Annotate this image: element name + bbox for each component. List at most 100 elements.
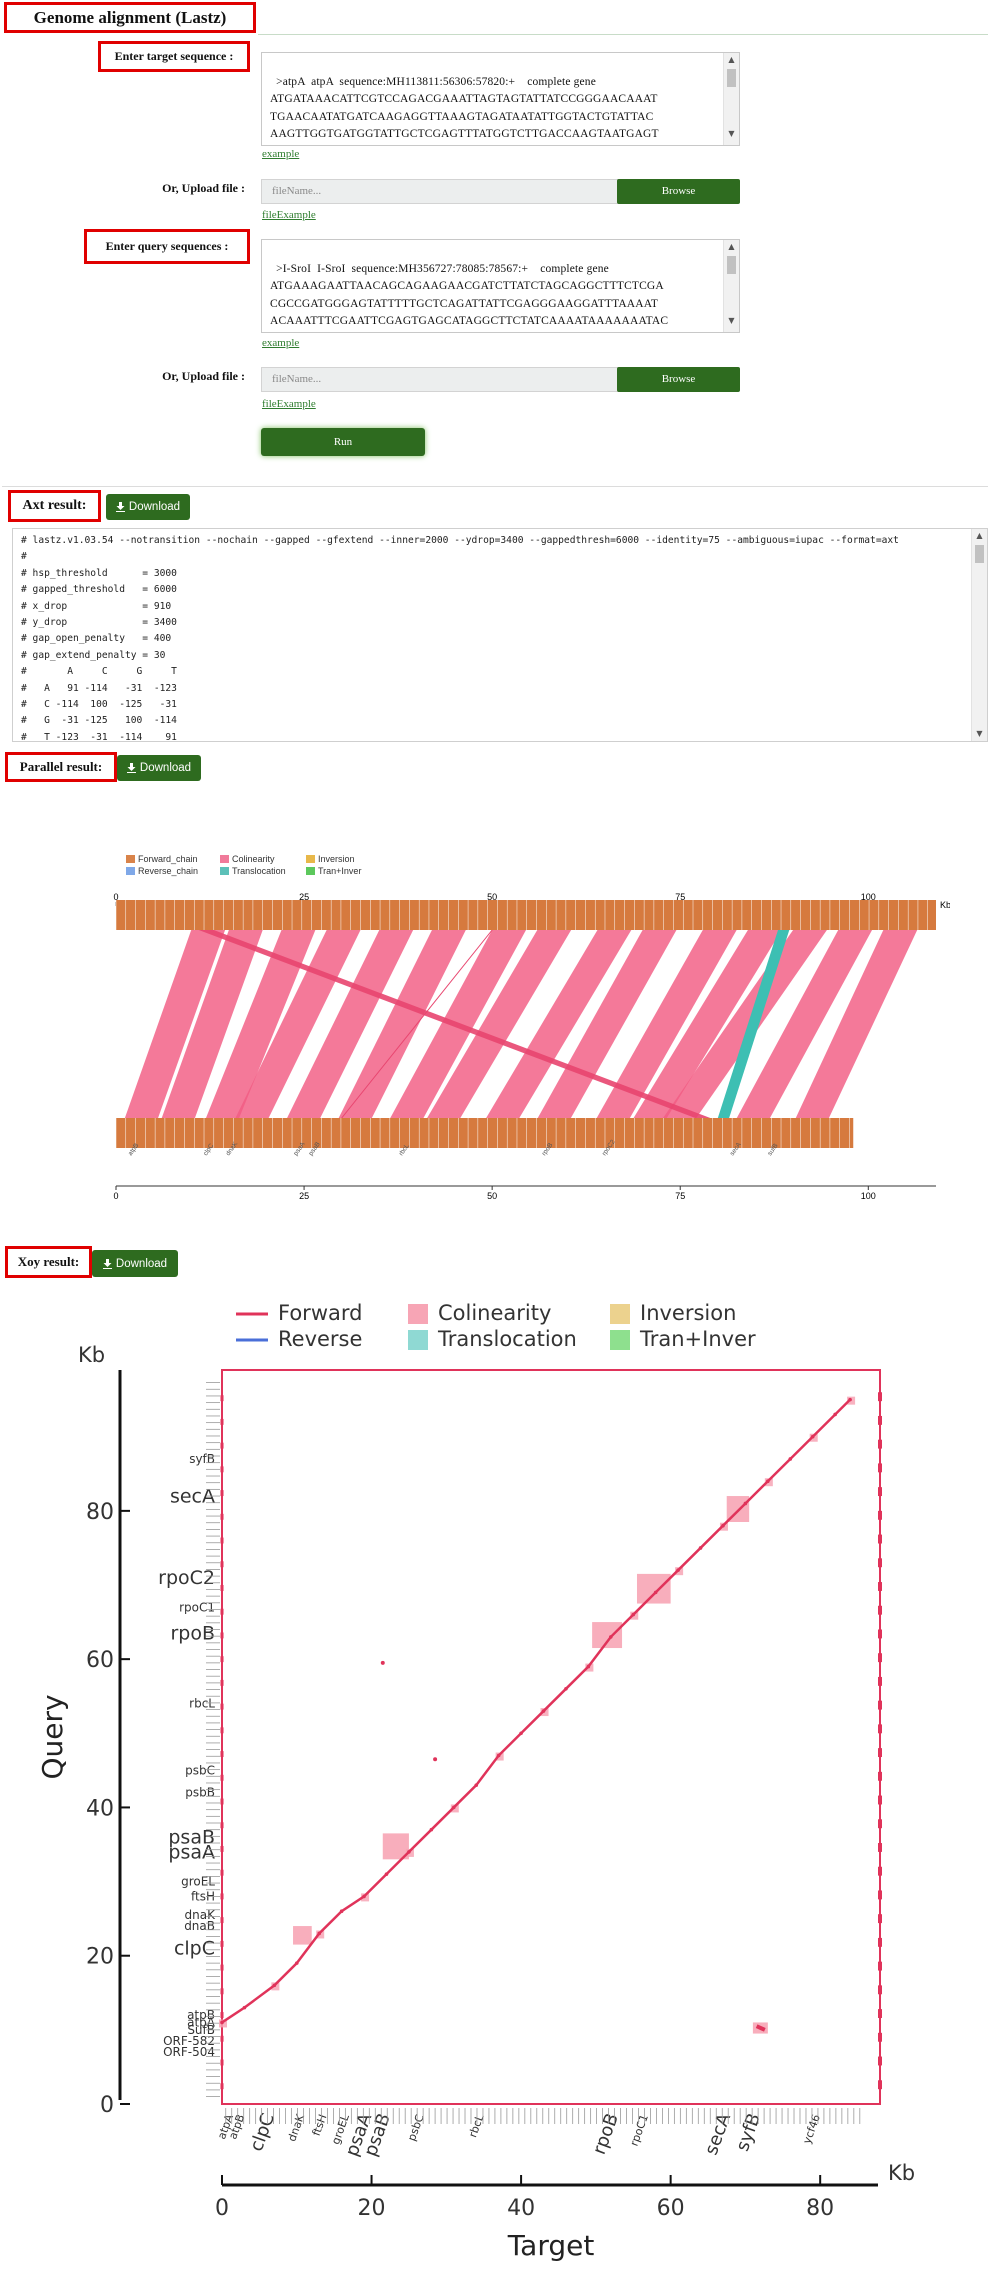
scroll-thumb[interactable] bbox=[727, 256, 736, 274]
y-gene-label: psbC bbox=[185, 1763, 215, 1777]
download-icon bbox=[102, 1258, 112, 1269]
stray-point bbox=[380, 1660, 385, 1665]
colinearity-ribbon bbox=[486, 930, 632, 1118]
y-gene-label: ftsH bbox=[191, 1889, 215, 1903]
colinearity-ribbon bbox=[287, 930, 414, 1118]
y-gene-label: secA bbox=[170, 1485, 215, 1507]
axt-download-button[interactable]: Download bbox=[106, 494, 190, 520]
tick-label: 0 bbox=[113, 892, 118, 902]
colinearity-ribbon bbox=[633, 930, 782, 1118]
tick-label: 25 bbox=[299, 1191, 309, 1200]
legend-label: Reverse_chain bbox=[138, 866, 198, 876]
y-gene-label: rpoB bbox=[170, 1623, 215, 1645]
download-label: Download bbox=[128, 501, 181, 513]
forward-point bbox=[429, 1827, 434, 1832]
forward-point bbox=[339, 1909, 344, 1914]
axt-result-label: Axt result: bbox=[8, 490, 101, 522]
stray-point bbox=[433, 1757, 438, 1762]
xoy-download-button[interactable]: Download bbox=[92, 1250, 178, 1277]
target-textarea-scrollbar[interactable]: ▲ ▼ bbox=[723, 53, 739, 145]
page-title: Genome alignment (Lastz) bbox=[4, 2, 256, 33]
forward-point bbox=[272, 1983, 277, 1988]
scroll-up-arrow-icon[interactable]: ▲ bbox=[728, 242, 735, 251]
legend-swatch bbox=[126, 855, 135, 863]
forward-point bbox=[766, 1479, 770, 1484]
forward-point bbox=[564, 1687, 568, 1691]
y-tick-label: 20 bbox=[86, 1945, 114, 1970]
scroll-up-arrow-icon[interactable]: ▲ bbox=[728, 55, 735, 64]
target-file-input[interactable]: fileName... bbox=[261, 179, 619, 204]
scroll-up-arrow-icon[interactable]: ▲ bbox=[976, 531, 983, 540]
forward-point bbox=[242, 2005, 247, 2010]
xoy-dotplot-chart: Forward Colinearity Inversion Reverse Transl… bbox=[36, 1301, 915, 2262]
axt-line: # x_drop = 910 bbox=[21, 600, 172, 612]
colinearity-ribbon bbox=[205, 930, 316, 1118]
axt-output-box[interactable]: # lastz.v1.03.54 --notransition --nochai… bbox=[12, 528, 988, 742]
axt-line: # bbox=[21, 551, 27, 563]
y-gene-label: ORF-504 bbox=[163, 2045, 215, 2059]
forward-point bbox=[698, 1546, 703, 1550]
scroll-thumb[interactable] bbox=[727, 69, 736, 87]
forward-point bbox=[496, 1753, 501, 1758]
query-bar bbox=[116, 900, 936, 930]
legend-label: Colinearity bbox=[438, 1301, 551, 1325]
forward-point bbox=[519, 1731, 523, 1736]
target-sequence-textarea[interactable]: >atpA atpA sequence:MH113811:56306:57820… bbox=[261, 52, 740, 146]
scroll-down-arrow-icon[interactable]: ▼ bbox=[728, 316, 735, 325]
target-browse-button[interactable]: Browse bbox=[617, 179, 740, 204]
translocation-ribbon bbox=[717, 930, 790, 1118]
scroll-down-arrow-icon[interactable]: ▼ bbox=[728, 129, 735, 138]
forward-point bbox=[474, 1783, 479, 1787]
axt-line: # y_drop = 3400 bbox=[21, 617, 177, 629]
legend-label: Tran+Inver bbox=[639, 1327, 756, 1351]
y-tick-label: 60 bbox=[86, 1648, 114, 1673]
y-gene-label: groEL bbox=[181, 1875, 215, 1889]
forward-point bbox=[362, 1894, 366, 1899]
legend-swatch bbox=[126, 867, 135, 875]
tick-label: 50 bbox=[487, 1191, 497, 1200]
parallel-download-button[interactable]: Download bbox=[117, 755, 201, 781]
x-gene-label: rpoC1 bbox=[628, 2113, 651, 2148]
query-file-example-link[interactable]: fileExample bbox=[262, 398, 316, 410]
target-example-link[interactable]: example bbox=[262, 148, 300, 160]
forward-point bbox=[788, 1457, 793, 1461]
axt-scrollbar[interactable]: ▲ ▼ bbox=[971, 529, 987, 741]
x-tick-label: 60 bbox=[657, 2196, 685, 2221]
forward-point bbox=[833, 1412, 837, 1417]
target-bar bbox=[116, 1118, 854, 1148]
download-icon bbox=[126, 763, 136, 773]
query-file-input[interactable]: fileName... bbox=[261, 367, 619, 392]
x-tick-label: 40 bbox=[507, 2196, 535, 2221]
forward-point bbox=[631, 1612, 636, 1617]
y-axis-unit: Kb bbox=[78, 1343, 105, 1367]
target-file-example-link[interactable]: fileExample bbox=[262, 209, 316, 221]
y-axis-title: Query bbox=[36, 1694, 69, 1779]
tick-label: 25 bbox=[299, 892, 309, 902]
query-browse-button[interactable]: Browse bbox=[617, 367, 740, 392]
x-gene-label: psbC bbox=[405, 2112, 427, 2142]
query-sequence-textarea[interactable]: >I-SroI I-SroI sequence:MH356727:78085:7… bbox=[261, 239, 740, 333]
x-tick-label: 80 bbox=[806, 2196, 834, 2221]
legend-swatch bbox=[610, 1330, 630, 1350]
scroll-down-arrow-icon[interactable]: ▼ bbox=[976, 729, 983, 738]
scroll-thumb[interactable] bbox=[975, 545, 984, 563]
y-gene-label: ORF-582 bbox=[163, 2034, 215, 2048]
axt-line: # gapped_threshold = 6000 bbox=[21, 584, 177, 596]
query-example-link[interactable]: example bbox=[262, 337, 300, 349]
legend-swatch bbox=[408, 1304, 428, 1324]
forward-point bbox=[653, 1590, 658, 1595]
forward-point bbox=[609, 1635, 613, 1639]
colinearity-ribbon bbox=[736, 930, 873, 1118]
axt-output-text: # lastz.v1.03.54 --notransition --nochai… bbox=[21, 533, 899, 741]
cross-ribbon bbox=[198, 930, 711, 1118]
axt-line: # lastz.v1.03.54 --notransition --nochai… bbox=[21, 535, 899, 546]
legend-swatch bbox=[220, 855, 229, 863]
x-gene-label: syfB bbox=[732, 2111, 765, 2155]
tick-label: 75 bbox=[675, 1191, 685, 1200]
legend-swatch bbox=[306, 855, 315, 863]
query-textarea-scrollbar[interactable]: ▲ ▼ bbox=[723, 240, 739, 332]
axt-line: # gap_extend_penalty = 30 bbox=[21, 649, 166, 661]
parallel-alignment-chart: Forward_chain Colinearity Inversion Reverse… bbox=[113, 854, 950, 1200]
run-button[interactable]: Run bbox=[261, 428, 425, 456]
y-gene-label: atpA bbox=[187, 2015, 216, 2029]
